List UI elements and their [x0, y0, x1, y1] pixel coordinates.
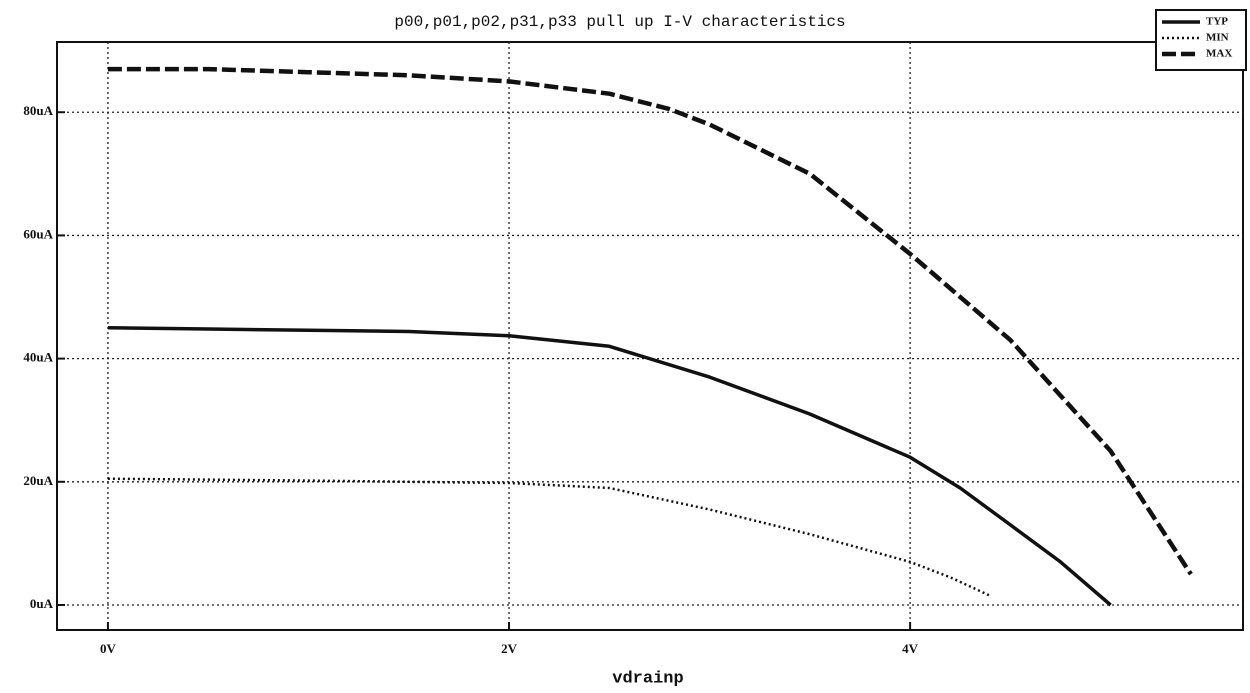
y-tick-label: 20uA [23, 473, 53, 488]
y-tick-label: 60uA [23, 226, 53, 241]
legend: TYP MIN MAX [1155, 9, 1247, 71]
series-line [107, 326, 1112, 607]
chart-title: p00,p01,p02,p31,p33 pull up I-V characte… [394, 13, 845, 31]
legend-label: TYP [1206, 16, 1228, 28]
x-tick-label: 2V [501, 641, 518, 656]
series-line [107, 477, 991, 597]
legend-label: MIN [1206, 32, 1229, 44]
x-tick-label: 0V [100, 641, 117, 656]
y-tick-label: 80uA [23, 103, 53, 118]
y-tick-label: 40uA [23, 350, 53, 365]
legend-label: MAX [1206, 48, 1232, 60]
y-tick-label: 0uA [30, 596, 54, 611]
x-tick-label: 4V [902, 641, 919, 656]
legend-box [1155, 9, 1247, 71]
series-line [107, 66, 1193, 576]
plot-frame [56, 41, 1244, 631]
x-axis-label: vdrainp [612, 669, 683, 688]
